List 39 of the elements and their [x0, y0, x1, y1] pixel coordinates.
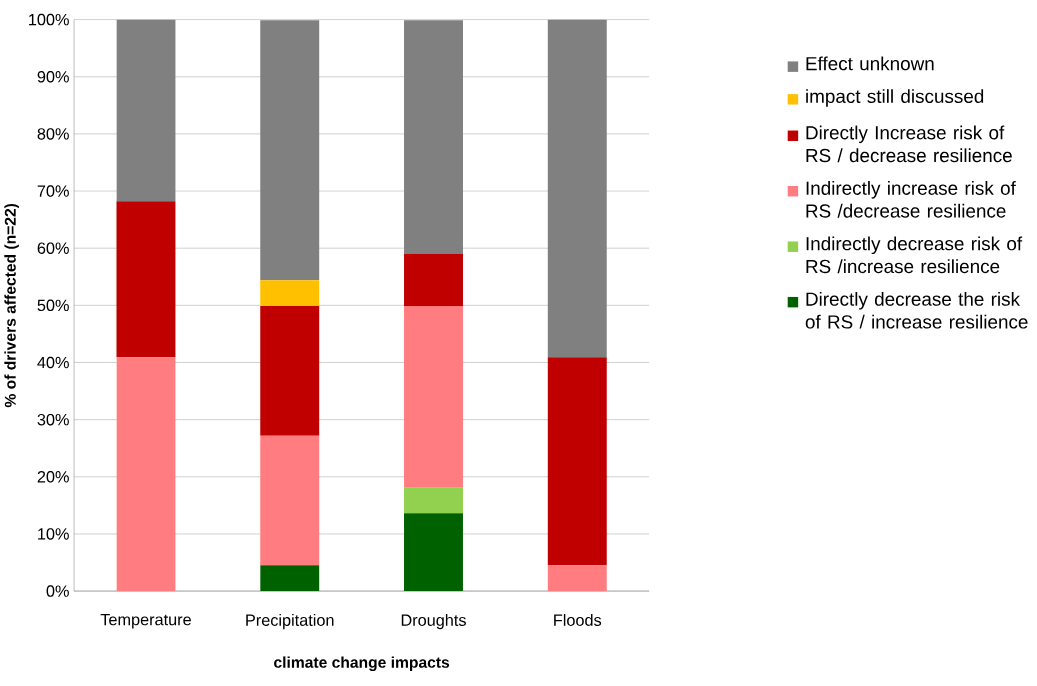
y-tick-label: 50% [37, 299, 69, 312]
legend-label: Effect unknown [806, 56, 934, 71]
bar [404, 305, 463, 488]
bar [116, 357, 176, 592]
x-tick-label: Droughts [401, 613, 466, 630]
y-tick-label: 90% [37, 70, 69, 83]
bar [260, 280, 320, 306]
bar [404, 513, 463, 592]
bar [260, 305, 320, 436]
bar [116, 19, 176, 202]
bar [547, 19, 607, 358]
y-axis-title: % of drivers affected (n=22) [4, 203, 19, 408]
y-tick-label: 40% [37, 356, 69, 369]
legend-label: Directly Increase risk of RS / decrease resilience [806, 125, 1012, 163]
y-tick-label: 10% [38, 528, 69, 540]
y-tick-label: 30% [37, 413, 69, 426]
legend-label: Indirectly decrease risk of RS /increase resilience [806, 236, 1023, 274]
x-tick-label: Floods [554, 613, 602, 626]
y-tick-label: 80% [37, 128, 69, 140]
bar [547, 565, 607, 592]
x-tick-label: Precipitation [246, 613, 334, 630]
bar [116, 201, 176, 358]
y-tick-label: 100% [29, 13, 69, 26]
bar [547, 357, 607, 566]
y-tick-label: 20% [37, 470, 69, 483]
y-tick-label: 60% [37, 242, 69, 254]
y-tick-label: 0% [46, 585, 69, 597]
x-axis-title: climate change impacts [274, 656, 450, 671]
bar [260, 435, 320, 566]
bar [404, 487, 463, 514]
legend-label: Indirectly increase risk of RS /decrease resilience [806, 180, 1016, 218]
bar [260, 20, 320, 281]
x-tick-label: Temperature [100, 613, 191, 629]
bar [404, 253, 463, 306]
bar [404, 20, 463, 254]
legend-label: impact still discussed [806, 89, 984, 107]
y-tick-label: 70% [37, 185, 69, 197]
bar [260, 565, 320, 592]
legend-label: Directly decrease the risk of RS / increase resilience [805, 291, 1028, 329]
